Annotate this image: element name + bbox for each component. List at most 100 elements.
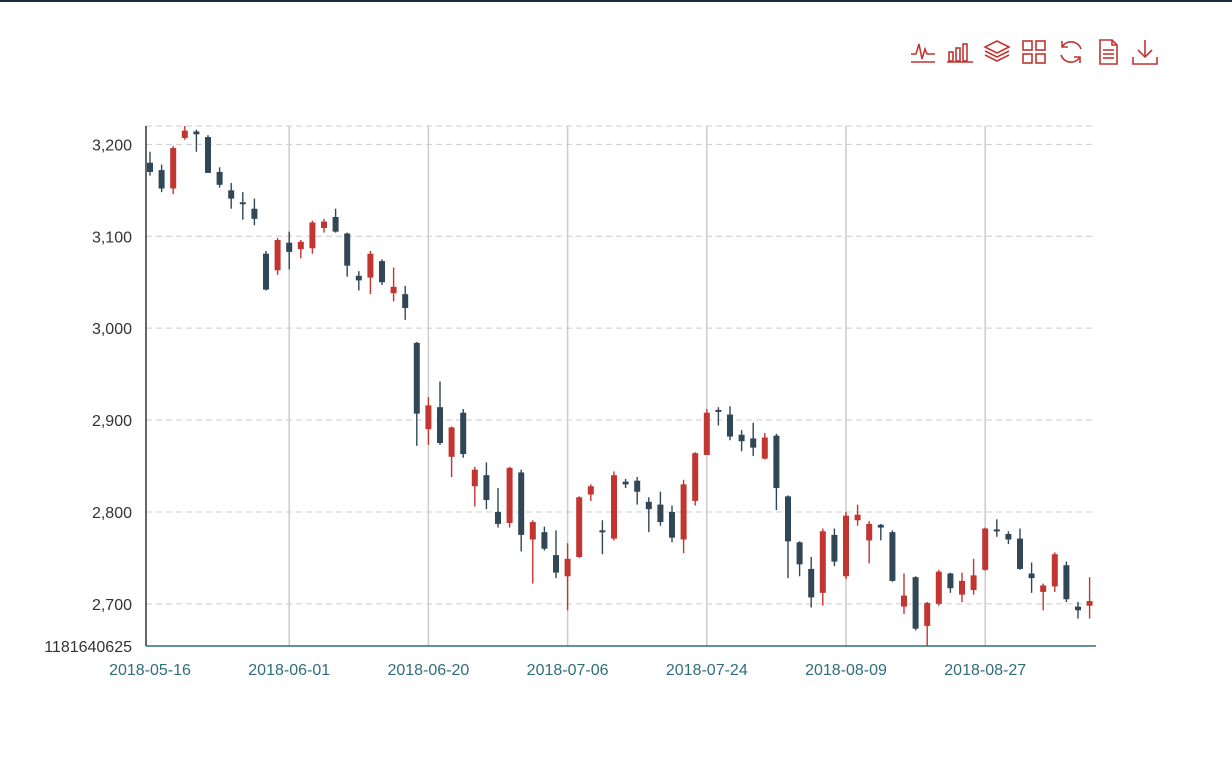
candle-body bbox=[669, 511, 675, 538]
download-icon bbox=[1131, 40, 1158, 65]
candle-body bbox=[959, 580, 965, 595]
candle-body bbox=[843, 515, 849, 577]
candle-body bbox=[738, 434, 745, 442]
y-tick-label: 2,700 bbox=[92, 597, 132, 614]
candle-body bbox=[1017, 538, 1023, 569]
stack-icon bbox=[982, 40, 1011, 62]
candle-body bbox=[727, 414, 733, 437]
candle-body bbox=[170, 148, 177, 189]
x-tick-label: 2018-06-01 bbox=[248, 662, 330, 679]
candle-body bbox=[854, 514, 861, 521]
x-tick-label: 2018-08-09 bbox=[805, 662, 887, 679]
y-tick-label: 3,200 bbox=[92, 137, 132, 154]
candle-body bbox=[599, 530, 606, 533]
candle-body bbox=[1063, 565, 1070, 600]
candle-body bbox=[982, 528, 989, 570]
candle-body bbox=[147, 162, 153, 172]
y-tick-label: 3,100 bbox=[92, 229, 132, 246]
candle-body bbox=[553, 555, 559, 573]
tiled-button[interactable] bbox=[1015, 36, 1052, 68]
candle-body bbox=[1086, 601, 1093, 606]
candle-body bbox=[645, 501, 652, 510]
line-chart-icon bbox=[910, 43, 935, 63]
candle-body bbox=[321, 221, 327, 229]
line-chart-button[interactable] bbox=[904, 36, 941, 68]
candle-body bbox=[437, 407, 443, 444]
candle-body bbox=[297, 241, 304, 250]
x-tick-label: 2018-07-06 bbox=[527, 662, 609, 679]
candle-body bbox=[634, 480, 641, 492]
candle-body bbox=[935, 571, 942, 604]
candle-body bbox=[750, 438, 757, 448]
candle-body bbox=[924, 602, 931, 626]
candle-body bbox=[263, 253, 269, 290]
candle-body bbox=[402, 294, 409, 308]
candle-body bbox=[785, 496, 791, 542]
candle-body bbox=[158, 170, 165, 189]
candle-body bbox=[541, 532, 548, 549]
candle-body bbox=[622, 481, 629, 485]
candle-body bbox=[808, 568, 815, 598]
bar-chart-icon bbox=[946, 43, 973, 63]
candle-body bbox=[390, 286, 397, 294]
candle-body bbox=[657, 504, 664, 523]
x-tick-label: 2018-05-16 bbox=[109, 662, 191, 679]
candle-body bbox=[576, 497, 583, 557]
candle-body bbox=[379, 261, 385, 283]
candle-body bbox=[1040, 585, 1047, 592]
candle-body bbox=[912, 577, 919, 629]
candle-body bbox=[1028, 573, 1035, 579]
bar-chart-button[interactable] bbox=[941, 36, 978, 68]
candle-body bbox=[518, 472, 525, 535]
candle-body bbox=[1075, 606, 1081, 611]
window-top-border bbox=[0, 0, 1232, 2]
candle-body bbox=[506, 467, 513, 523]
y-tick-label: 2,800 bbox=[92, 505, 132, 522]
candle-body bbox=[889, 532, 896, 581]
refresh-button[interactable] bbox=[1052, 36, 1089, 68]
candle-body bbox=[1005, 534, 1012, 540]
x-tick-label: 2018-06-20 bbox=[387, 662, 469, 679]
refresh-icon bbox=[1059, 41, 1082, 63]
candle-body bbox=[228, 190, 235, 199]
chart-toolbox bbox=[904, 36, 1163, 68]
candle-body bbox=[286, 242, 293, 252]
candle-body bbox=[761, 437, 768, 459]
candle-body bbox=[587, 486, 594, 495]
candle-body bbox=[877, 524, 884, 528]
candle-body bbox=[831, 534, 838, 562]
candle-body bbox=[947, 573, 954, 589]
candle-body bbox=[1051, 554, 1058, 587]
candle-body bbox=[239, 202, 246, 205]
candle-body bbox=[205, 137, 211, 173]
candle-body bbox=[413, 342, 420, 414]
candle-body bbox=[495, 511, 501, 524]
download-button[interactable] bbox=[1126, 36, 1163, 68]
candle-body bbox=[773, 435, 780, 489]
candle-body bbox=[355, 275, 362, 281]
candle-body bbox=[715, 409, 722, 412]
candle-body bbox=[367, 253, 374, 278]
candle-body bbox=[332, 216, 339, 232]
candle-body bbox=[901, 595, 907, 607]
candle-body bbox=[529, 522, 536, 540]
data-view-button[interactable] bbox=[1089, 36, 1126, 68]
candle-body bbox=[471, 469, 478, 487]
candle-body bbox=[274, 239, 281, 271]
candle-body bbox=[193, 131, 200, 135]
candle-body bbox=[970, 575, 977, 591]
stack-button[interactable] bbox=[978, 36, 1015, 68]
tiled-icon bbox=[1021, 40, 1046, 64]
candle-body bbox=[460, 412, 467, 455]
candle-body bbox=[448, 427, 455, 457]
candle-body bbox=[993, 529, 1000, 532]
y-tick-label: 2,900 bbox=[92, 413, 132, 430]
data-view-icon bbox=[1098, 39, 1118, 65]
x-tick-label: 2018-08-27 bbox=[944, 662, 1026, 679]
candle-body bbox=[564, 558, 571, 577]
y-tick-label: 3,000 bbox=[92, 321, 132, 338]
candle-body bbox=[483, 475, 490, 501]
candle-body bbox=[181, 130, 188, 138]
candle-body bbox=[611, 475, 617, 539]
